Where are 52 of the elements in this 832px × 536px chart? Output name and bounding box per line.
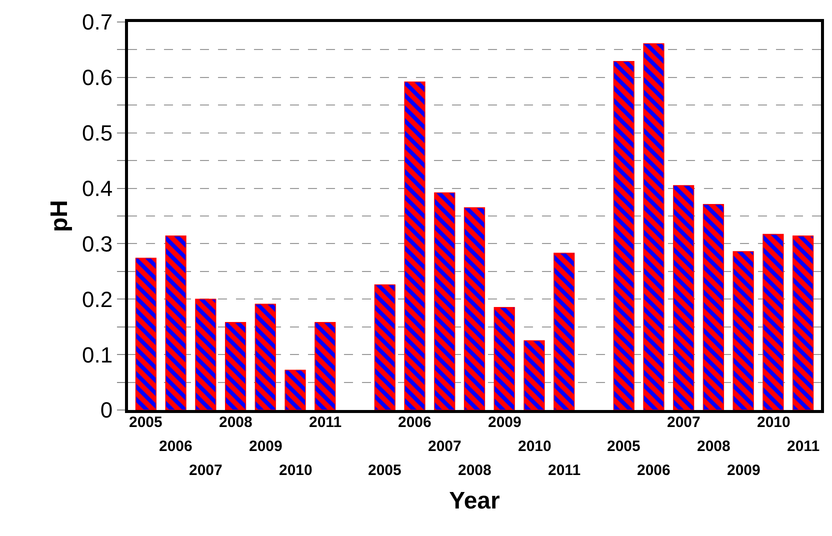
bar bbox=[524, 340, 545, 410]
y-tick-label: 0.2 bbox=[82, 286, 113, 312]
x-tick-label: 2005 bbox=[368, 462, 402, 479]
x-tick-label: 2008 bbox=[697, 438, 730, 455]
bar bbox=[284, 370, 306, 410]
bar bbox=[464, 207, 486, 410]
bar bbox=[732, 251, 754, 410]
x-tick-label: 2006 bbox=[637, 462, 670, 479]
bar bbox=[404, 81, 426, 410]
x-tick-label: 2008 bbox=[458, 462, 492, 479]
bar bbox=[554, 252, 575, 410]
x-tick-label: 2011 bbox=[548, 462, 581, 479]
y-tick-label: 0.6 bbox=[82, 65, 113, 90]
bar bbox=[762, 234, 784, 410]
bar bbox=[434, 192, 456, 410]
bar bbox=[195, 298, 216, 410]
x-tick-label: 2005 bbox=[129, 414, 162, 431]
y-tick-label: 0.4 bbox=[82, 176, 113, 201]
bar bbox=[374, 284, 396, 410]
y-tick-label: 0.1 bbox=[82, 342, 113, 368]
y-tick-label: 0.7 bbox=[82, 10, 113, 35]
bar bbox=[314, 322, 336, 410]
y-tick-label: 0 bbox=[100, 398, 113, 423]
x-tick-label: 2007 bbox=[189, 462, 222, 479]
x-tick-label: 2009 bbox=[488, 414, 522, 431]
y-tick-label: 0.5 bbox=[82, 120, 113, 146]
y-axis-title: pH bbox=[46, 200, 74, 232]
bar bbox=[792, 236, 814, 410]
x-tick-label: 2010 bbox=[279, 462, 312, 479]
bar bbox=[494, 307, 515, 410]
x-axis-title: Year bbox=[449, 487, 500, 514]
x-tick-label: 2009 bbox=[249, 438, 282, 455]
bar bbox=[135, 258, 156, 410]
bar bbox=[224, 322, 246, 410]
x-tick-label: 2006 bbox=[398, 414, 432, 431]
x-tick-label: 2011 bbox=[787, 438, 820, 455]
x-tick-label: 2009 bbox=[727, 462, 760, 479]
bar bbox=[643, 43, 664, 410]
bar bbox=[165, 236, 186, 410]
bar bbox=[613, 60, 634, 410]
bar bbox=[254, 304, 276, 410]
x-tick-label: 2008 bbox=[219, 414, 252, 431]
x-tick-label: 2011 bbox=[309, 414, 342, 431]
x-tick-label: 2007 bbox=[667, 414, 700, 431]
bar bbox=[702, 204, 724, 410]
x-tick-label: 2010 bbox=[518, 438, 552, 455]
x-tick-label: 2010 bbox=[757, 414, 790, 431]
x-tick-label: 2005 bbox=[607, 438, 640, 455]
x-tick-label: 2007 bbox=[428, 438, 462, 455]
x-tick-label: 2006 bbox=[159, 438, 192, 455]
y-tick-label: 0.3 bbox=[82, 231, 113, 256]
bar bbox=[673, 185, 694, 410]
